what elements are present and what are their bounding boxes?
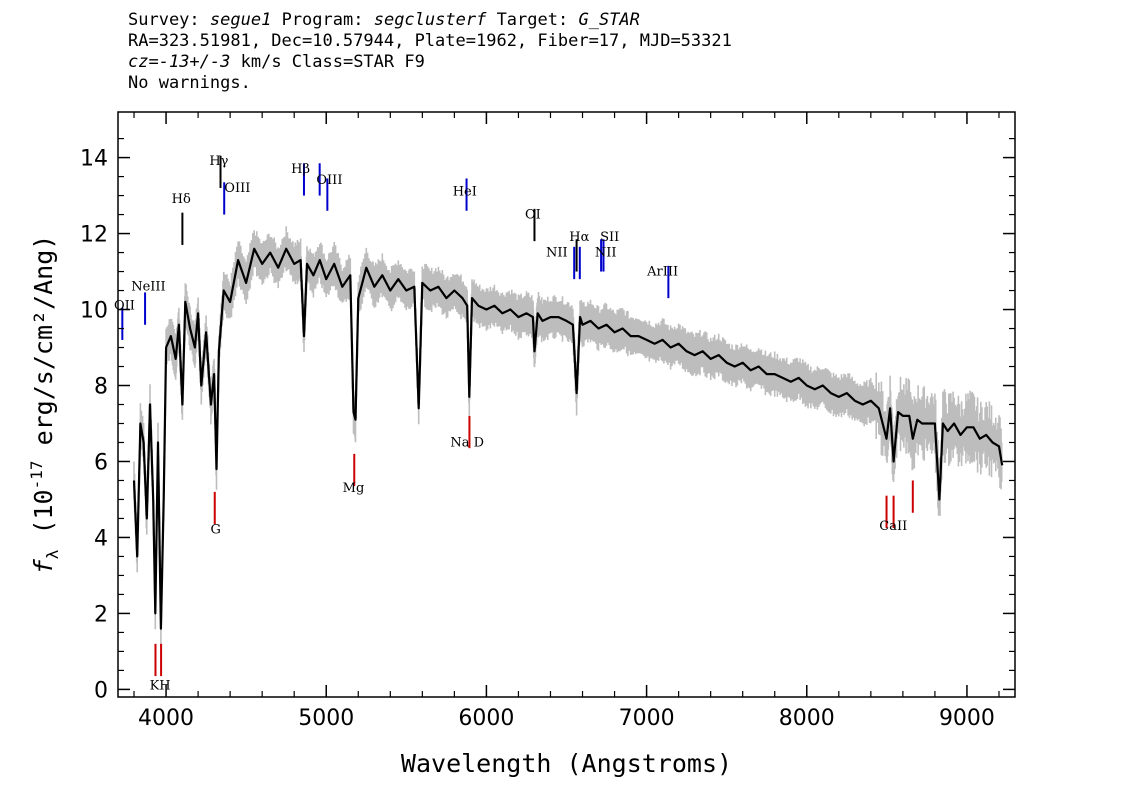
header-line-survey: Survey: segue1 Program: segclusterf Targ… (128, 10, 732, 31)
x-axis-ticks: 4000 5000 6000 7000 8000 9000 (133, 112, 1000, 731)
x-tick-label: 4000 (138, 706, 194, 731)
header-line-redshift: cz=-13+/-3 km/s Class=STAR F9 (128, 52, 732, 73)
y-tick-label: 4 (94, 526, 108, 551)
spectral-line-label: OI (525, 207, 541, 222)
x-tick-label: 6000 (458, 706, 514, 731)
spectral-line-label: G (211, 523, 221, 538)
spectrum-header: Survey: segue1 Program: segclusterf Targ… (128, 10, 732, 94)
y-axis-label: fλ (10-17 erg/s/cm²/Ang) (27, 235, 62, 575)
spectral-line-label: HeI (453, 185, 477, 200)
y-axis-ticks: 0 2 4 6 8 10 12 14 (80, 137, 1015, 703)
spectral-line-markers (121, 155, 914, 677)
y-tick-label: 0 (94, 678, 108, 703)
x-tick-label: 8000 (779, 706, 835, 731)
spectral-line-label: NII (546, 245, 568, 260)
spectral-line-label: ArIII (646, 264, 678, 279)
spectral-line-label: CaII (879, 519, 907, 534)
y-tick-label: 6 (94, 450, 108, 475)
cz-units-class: km/s Class=STAR F9 (230, 52, 425, 72)
spectral-line-labels: OIINeIIIHδHγOIIIHβOIIIHeIOINIIHαNIISIIAr… (114, 154, 907, 693)
spectral-line-label: Hγ (209, 154, 228, 169)
program-value: segclusterf (373, 10, 487, 30)
flux-error-band-strokes (133, 226, 1003, 648)
spectral-line-label: KH (150, 678, 171, 693)
spectral-line-label: Mg (343, 481, 365, 496)
header-line-coords: RA=323.51981, Dec=10.57944, Plate=1962, … (128, 31, 732, 51)
y-tick-label: 8 (94, 375, 108, 400)
y-tick-label: 14 (80, 147, 108, 172)
y-tick-label: 2 (94, 602, 108, 627)
cz-label: cz= (128, 52, 159, 72)
spectral-line-label: Hβ (291, 162, 310, 177)
spectral-line-label: Na D (450, 435, 484, 450)
survey-label: Survey: (128, 10, 200, 30)
x-tick-label: 7000 (619, 706, 675, 731)
target-label: Target: (496, 10, 569, 30)
spectral-line-label: OIII (224, 181, 250, 196)
spectral-line-label: OIII (316, 173, 342, 188)
spectral-line-label: NII (595, 245, 617, 260)
header-line-warnings: No warnings. (128, 73, 251, 93)
target-value: G_STAR (578, 10, 640, 30)
spectral-line-label: OII (114, 299, 135, 314)
survey-value: segue1 (209, 10, 272, 30)
y-tick-label: 12 (80, 223, 108, 248)
x-tick-label: 5000 (298, 706, 354, 731)
program-label: Program: (281, 10, 364, 30)
y-tick-label: 10 (80, 299, 108, 324)
spectral-line-label: Hα (569, 230, 589, 245)
flux-error-band (133, 226, 1003, 648)
cz-value: -13+/-3 (158, 52, 231, 72)
spectral-line-label: NeIII (131, 280, 165, 295)
x-axis-label: Wavelength (Angstroms) (401, 749, 732, 778)
x-tick-label: 9000 (939, 706, 995, 731)
spectral-line-label: Hδ (172, 192, 191, 207)
flux-series-line (132, 247, 1004, 630)
spectral-line-label: SII (600, 230, 619, 245)
